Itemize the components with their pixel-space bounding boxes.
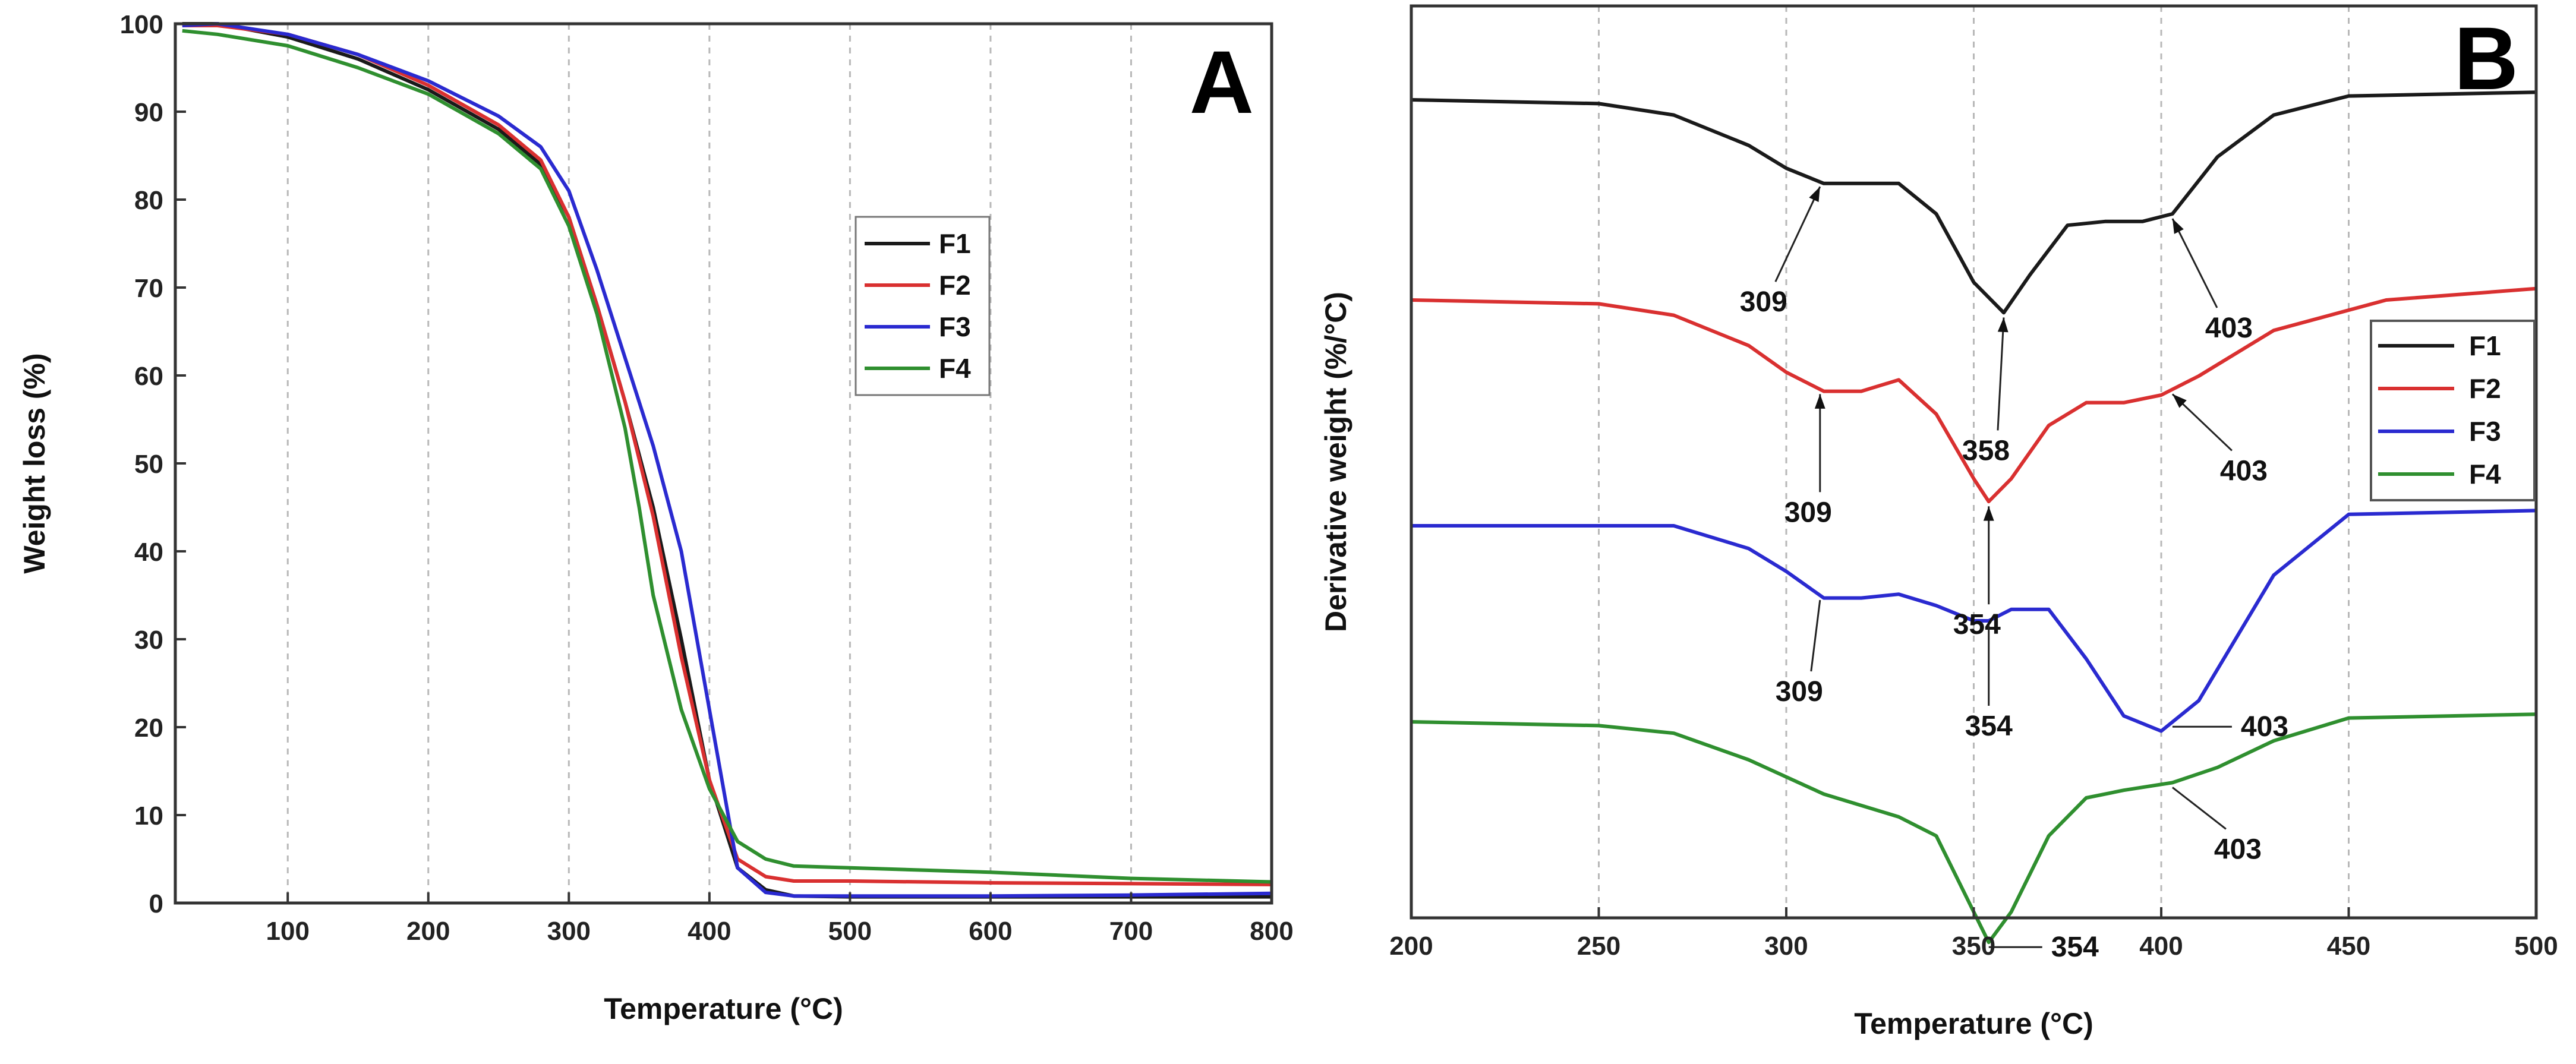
panel-b-legend-label: F2 — [2469, 373, 2501, 404]
panel-a-x-tick-label: 800 — [1250, 917, 1293, 946]
panel-a-legend-label: F1 — [939, 228, 971, 259]
panel-a-legend-label: F3 — [939, 311, 971, 342]
panel-b-annotation: 403 — [2171, 393, 2268, 487]
panel-b-annotation-leader — [1997, 317, 2005, 431]
panel-b-annotation: 309 — [1784, 394, 1832, 528]
panel-b-x-axis-title: Temperature (°C) — [1854, 1007, 2093, 1040]
panel-a-legend-box — [855, 216, 991, 396]
panel-b-annotation-label: 354 — [1965, 711, 2013, 742]
panel-a-legend-label: F2 — [939, 270, 971, 301]
panel-b-legend-label: F4 — [2469, 459, 2501, 490]
panel-a-y-tick-label: 40 — [134, 538, 163, 567]
panel-b-annotation-label: 309 — [1740, 286, 1787, 318]
panel-b-series-line-f3 — [1411, 509, 2537, 733]
panel-b-peak-annotations: 309 358 403 309 354 403 309 354 403 354 403 — [1740, 186, 2288, 963]
panel-a-x-tick-label: 300 — [547, 917, 591, 946]
panel-b-annotation-label: 309 — [1784, 497, 1832, 528]
panel-a-y-tick-label: 20 — [134, 713, 163, 743]
panel-b-legend-label: F1 — [2469, 330, 2501, 361]
panel-b-annotation: 309 — [1776, 599, 1823, 708]
panel-a-x-tick-label: 200 — [406, 917, 450, 946]
panel-b-x-tick-label: 300 — [1764, 932, 1808, 961]
panel-a-x-tick-label: 500 — [828, 917, 872, 946]
panel-b-label: B — [2454, 8, 2518, 108]
panel-a-x-tick-label: 600 — [969, 917, 1012, 946]
panel-b-gridlines — [1598, 6, 2350, 918]
panel-a-series-line-f3 — [182, 22, 1272, 898]
panel-b-y-axis-title: Derivative weight (%/°C) — [1319, 292, 1352, 632]
panel-b-legend-label: F3 — [2469, 416, 2501, 447]
panel-a-x-axis-title: Temperature (°C) — [604, 992, 843, 1025]
panel-b-annotation: 403 — [2171, 218, 2253, 344]
panel-b-annotation-arrowhead — [2172, 394, 2187, 408]
panel-b-annotation: 354 — [1953, 506, 2001, 640]
panel-b-annotation: 403 — [2172, 787, 2262, 865]
panel-b-x-tick-label: 500 — [2514, 932, 2558, 961]
panel-b-annotation-label: 354 — [1953, 609, 2001, 640]
panel-b-annotation: 354 — [1988, 932, 2099, 963]
panel-a-x-tick-label: 400 — [688, 917, 731, 946]
panel-b-x-tick-label: 350 — [1952, 932, 1995, 961]
panel-b-x-tick-label: 450 — [2327, 932, 2370, 961]
panel-b-annotation-arrowhead — [2172, 219, 2184, 234]
panel-a-x-tick-label: 700 — [1109, 917, 1153, 946]
panel-b-annotation-label: 309 — [1776, 676, 1823, 708]
panel-b-x-ticks: 200 250 300 350 400 450 500 — [1389, 907, 2558, 961]
panel-b-annotation-label: 403 — [2214, 833, 2262, 865]
panel-b-annotation-arrowhead — [1997, 317, 2009, 333]
panel-b-annotation: 403 — [2172, 711, 2288, 743]
panel-a-y-ticks: 0 10 20 30 40 50 60 70 80 90 100 — [120, 10, 186, 918]
panel-b-annotation-leader — [2171, 218, 2218, 308]
panel-a-y-tick-label: 80 — [134, 186, 163, 215]
panel-b-series-line-f2 — [1411, 286, 2537, 504]
panel-a-y-tick-label: 70 — [134, 274, 163, 303]
panel-b-series-line-f4 — [1411, 712, 2537, 945]
panel-b-annotation-leader — [1774, 186, 1821, 282]
panel-a-legend-label: F4 — [939, 353, 971, 384]
panel-b-annotation: 354 — [1965, 626, 2013, 742]
panel-a-x-tick-label: 100 — [266, 917, 310, 946]
panel-b-annotation-label: 403 — [2241, 711, 2288, 743]
panel-b-annotation-arrowhead — [1983, 506, 1994, 521]
panel-b-annotation-label: 403 — [2205, 312, 2253, 344]
panel-b-legend: F1 F2 F3 F4 — [2370, 320, 2536, 501]
panel-a-y-tick-label: 10 — [134, 801, 163, 831]
panel-b-annotation-label: 358 — [1962, 435, 2010, 466]
panel-a-y-axis-title: Weight loss (%) — [18, 353, 51, 573]
panel-a-y-tick-label: 100 — [120, 10, 163, 39]
panel-a-y-tick-label: 50 — [134, 450, 163, 479]
panel-b-annotation-arrowhead — [1814, 394, 1825, 409]
panel-b-series — [1411, 90, 2537, 945]
panel-b-annotation-leader — [1810, 599, 1821, 672]
panel-b-x-tick-label: 200 — [1389, 932, 1433, 961]
panel-a-label: A — [1190, 32, 1254, 132]
panel-a-chart: 100 200 300 400 500 600 700 800 0 10 20 30 40 50 60 70… — [18, 10, 1294, 1025]
panel-b-x-tick-label: 250 — [1577, 932, 1620, 961]
panel-a-y-tick-label: 90 — [134, 98, 163, 127]
panel-a-y-tick-label: 0 — [149, 889, 163, 918]
panel-b-x-tick-label: 400 — [2139, 932, 2183, 961]
panel-a-x-ticks: 100 200 300 400 500 600 700 800 — [266, 892, 1294, 946]
panel-b-annotation-label: 403 — [2220, 455, 2268, 487]
panel-b-legend-box — [2370, 320, 2536, 501]
panel-a-y-tick-label: 60 — [134, 362, 163, 391]
panel-a-series-line-f4 — [182, 29, 1272, 884]
panel-a-legend: F1 F2 F3 F4 — [855, 216, 991, 396]
panel-a-y-tick-label: 30 — [134, 626, 163, 655]
panel-b-series-line-f1 — [1411, 90, 2537, 315]
panel-b-annotation-label: 354 — [2051, 932, 2099, 963]
panel-b-chart: 200 250 300 350 400 450 500 309 358 403 309 354 403… — [1319, 4, 2558, 1040]
panel-b-annotation-arrowhead — [1809, 187, 1820, 203]
panel-a-gridlines — [286, 24, 1132, 903]
panel-a-series — [182, 22, 1272, 899]
panel-b-annotation: 309 — [1740, 186, 1821, 318]
panel-b-annotation: 358 — [1962, 317, 2010, 466]
panel-b-annotation-leader — [2172, 787, 2227, 830]
